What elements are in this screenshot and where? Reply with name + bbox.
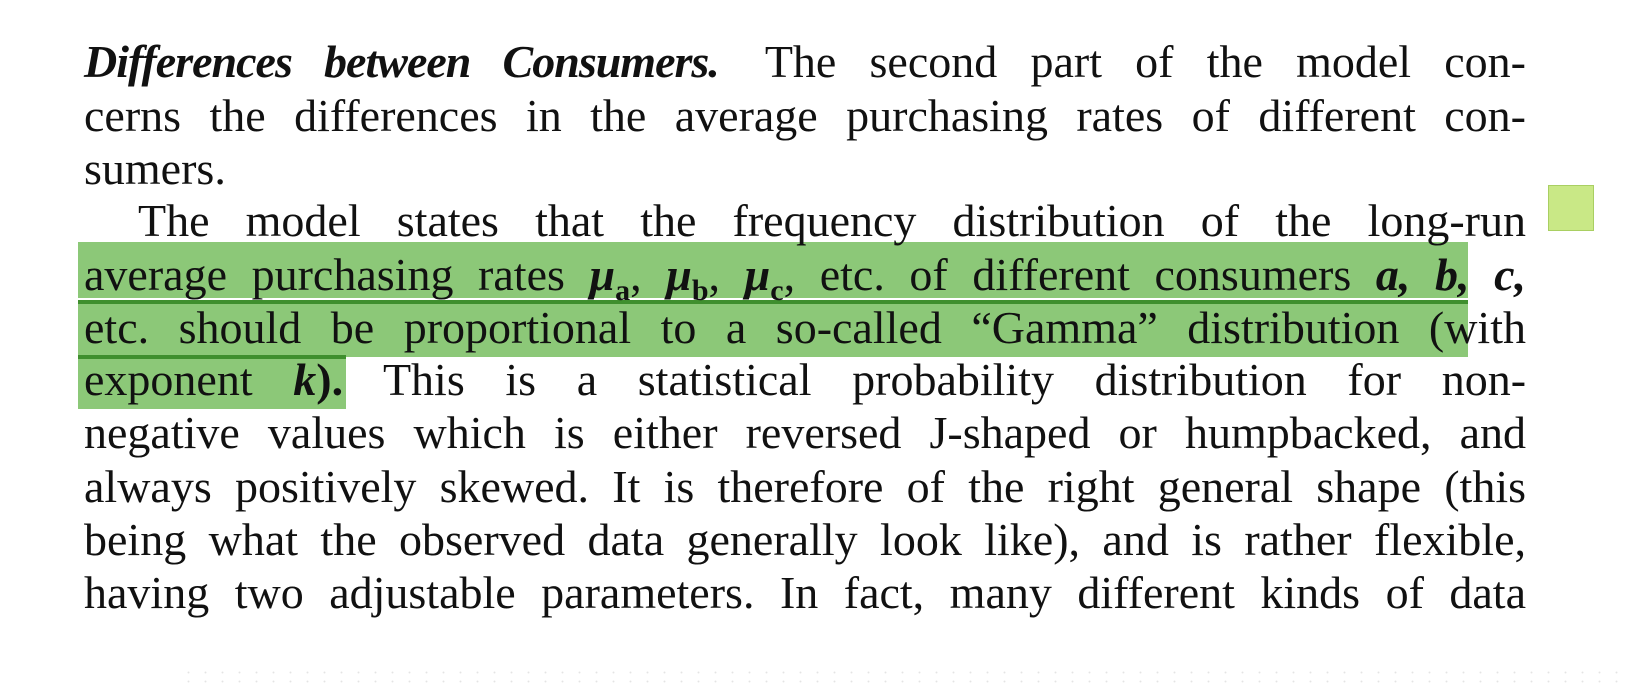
highlight-annotation-line-3[interactable] [78, 357, 346, 409]
text-line-11: having two adjustable parameters. In fac… [84, 565, 1526, 621]
highlight-annotation-line-1[interactable] [78, 242, 1468, 298]
text-segment: having two adjustable parameters. In fac… [84, 567, 1526, 618]
text-segment: cerns the differences in the average pur… [84, 90, 1526, 141]
text-segment: exponent [84, 354, 253, 405]
section-heading: Differences between Consumers. [84, 36, 720, 87]
text-segment: negative values which is either reversed… [84, 407, 1526, 458]
mu-c-symbol: μc [744, 249, 784, 307]
text-line-8: negative values which is either reversed… [84, 405, 1526, 461]
scan-noise [180, 668, 1620, 688]
exponent-symbol: k [293, 354, 317, 405]
text-line-10: being what the observed data generally l… [84, 512, 1526, 568]
mu-b-symbol: μb [666, 249, 709, 307]
text-segment: This is a statistical probability distri… [382, 354, 1527, 405]
mu-a-symbol: μa [589, 249, 631, 307]
text-line-1: Differences between Consumers. The second… [84, 34, 1526, 90]
text-line-6: etc. should be proportional to a so-call… [84, 300, 1526, 356]
text-segment: ). [316, 354, 344, 405]
consumer-variables: a, b, c, [1375, 249, 1527, 300]
text-segment: etc. should be proportional to a so-call… [84, 302, 1526, 353]
text-segment: sumers. [84, 143, 226, 194]
highlight-annotation-line-2[interactable] [78, 304, 1468, 357]
text-line-9: always positively skewed. It is therefor… [84, 459, 1526, 515]
highlight-underline-2 [78, 355, 346, 359]
text-segment: being what the observed data generally l… [84, 514, 1526, 565]
text-line-5: average purchasing rates μa, μb, μc, etc… [84, 249, 1527, 307]
sticky-note-icon[interactable] [1548, 185, 1594, 231]
text-line-7: exponent k). This is a statistical proba… [84, 352, 1526, 408]
text-segment: etc. of different consumers [819, 249, 1352, 300]
highlight-underline-1 [78, 300, 1468, 304]
text-segment: average purchasing rates [84, 249, 565, 300]
text-line-3: sumers. [84, 141, 226, 197]
text-segment: The model states that the frequency dist… [138, 195, 1526, 246]
text-segment: always positively skewed. It is therefor… [84, 461, 1526, 512]
text-line-2: cerns the differences in the average pur… [84, 88, 1526, 144]
text-segment: The second part of the model con- [764, 36, 1527, 87]
text-line-4: The model states that the frequency dist… [138, 193, 1526, 249]
